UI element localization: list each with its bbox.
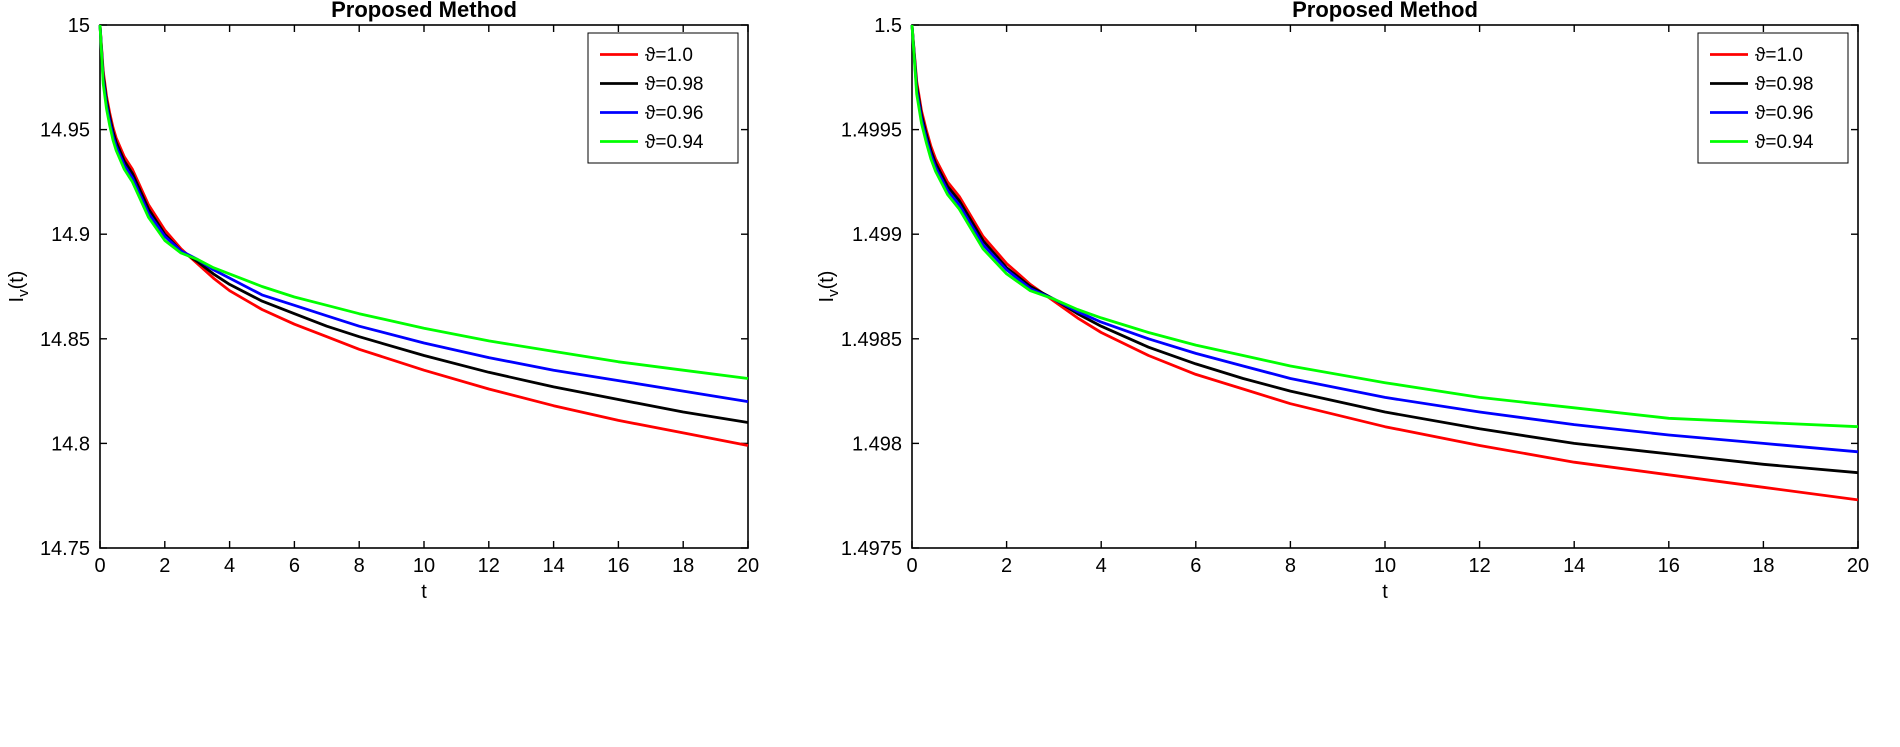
y-tick-label: 15 <box>68 15 90 37</box>
legend-label: ϑ=0.94 <box>645 132 704 153</box>
chart-title: Proposed Method <box>331 0 517 22</box>
legend-label: ϑ=0.98 <box>645 74 703 95</box>
x-tick-label: 16 <box>607 555 629 577</box>
x-axis-label: t <box>1382 581 1388 603</box>
x-tick-label: 10 <box>1374 555 1396 577</box>
x-tick-label: 2 <box>159 555 170 577</box>
y-tick-label: 1.5 <box>874 15 902 37</box>
x-axis-label: t <box>421 581 427 603</box>
y-axis-label: Iv(t) <box>6 271 32 303</box>
series-line-theta-0-94 <box>910 24 1859 429</box>
y-tick-label: 14.95 <box>40 120 90 142</box>
legend: ϑ=1.0 ϑ=0.98 ϑ=0.96 ϑ=0.94 <box>1697 32 1849 164</box>
chart-title: Proposed Method <box>1292 0 1478 22</box>
x-tick-label: 14 <box>542 555 564 577</box>
x-tick-label: 12 <box>478 555 500 577</box>
y-tick-label: 1.4995 <box>841 120 902 142</box>
y-axis-label: Iv(t) <box>816 271 842 303</box>
chart-0: 0 2 4 6 8 10 12 14 16 18 20 14.75 14.8 14.85 14.9 14.95… <box>6 0 759 603</box>
x-tick-label: 6 <box>289 555 300 577</box>
y-tick-label: 14.9 <box>51 224 90 246</box>
y-tick-label: 14.8 <box>51 433 90 455</box>
y-tick-label: 14.75 <box>40 538 90 560</box>
x-tick-label: 8 <box>354 555 365 577</box>
x-tick-label: 20 <box>737 555 759 577</box>
x-tick-label: 2 <box>1001 555 1012 577</box>
y-tick-label: 1.498 <box>852 433 902 455</box>
x-tick-label: 18 <box>1752 555 1774 577</box>
legend-label: ϑ=1.0 <box>1755 45 1803 66</box>
y-tick-label: 14.85 <box>40 329 90 351</box>
x-tick-label: 16 <box>1658 555 1680 577</box>
y-tick-label: 1.4985 <box>841 329 902 351</box>
y-tick-label: 1.4975 <box>841 538 902 560</box>
x-tick-label: 0 <box>94 555 105 577</box>
x-tick-label: 10 <box>413 555 435 577</box>
legend-label: ϑ=0.96 <box>1755 103 1813 124</box>
x-tick-label: 0 <box>906 555 917 577</box>
x-tick-label: 18 <box>672 555 694 577</box>
x-tick-label: 4 <box>1096 555 1107 577</box>
x-tick-label: 14 <box>1563 555 1585 577</box>
x-tick-label: 4 <box>224 555 235 577</box>
y-tick-label: 1.499 <box>852 224 902 246</box>
series-line-theta-0-94 <box>98 24 749 380</box>
x-tick-label: 12 <box>1468 555 1490 577</box>
legend-label: ϑ=0.96 <box>645 103 703 124</box>
x-tick-label: 6 <box>1190 555 1201 577</box>
x-tick-label: 20 <box>1847 555 1869 577</box>
legend: ϑ=1.0 ϑ=0.98 ϑ=0.96 ϑ=0.94 <box>587 32 739 164</box>
chart-1: 0 2 4 6 8 10 12 14 16 18 20 1.4975 1.498 1.4985 1.499 1… <box>816 0 1869 603</box>
legend-label: ϑ=1.0 <box>645 45 693 66</box>
legend-label: ϑ=0.94 <box>1755 132 1814 153</box>
legend-label: ϑ=0.98 <box>1755 74 1813 95</box>
x-tick-label: 8 <box>1285 555 1296 577</box>
